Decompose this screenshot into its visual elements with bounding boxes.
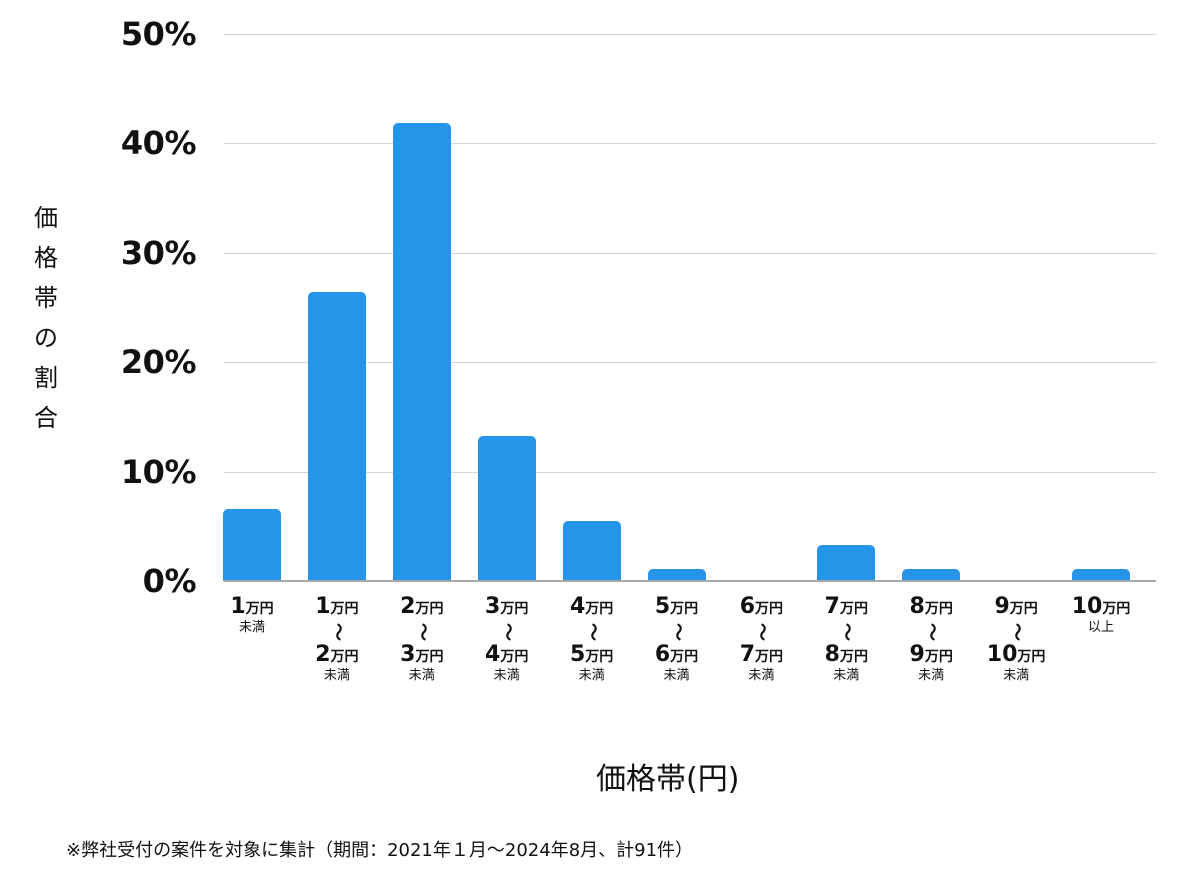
range-tilde: 〜: [1006, 623, 1028, 641]
y-title-char: 合: [34, 404, 58, 432]
bar: [307, 291, 366, 581]
bar: [477, 436, 536, 581]
range-tilde: 〜: [751, 623, 773, 641]
bar: [902, 568, 961, 581]
x-category-label: 6万円〜 7万円 未満: [739, 594, 784, 683]
bar: [1072, 568, 1130, 581]
range-tilde: 〜: [836, 623, 858, 641]
x-category-label: 5万円〜 6万円 未満: [654, 594, 699, 683]
gridline: [224, 362, 1156, 363]
x-category-label: 1万円 未満: [230, 594, 274, 635]
y-tick-label: 50%: [120, 14, 197, 53]
bar: [647, 568, 706, 581]
x-category-label: 9万円〜 10万円 未満: [986, 594, 1046, 683]
x-category-label: 2万円〜 3万円 未満: [400, 594, 444, 683]
range-tilde: 〜: [496, 623, 518, 641]
y-tick-label: 20%: [120, 343, 197, 381]
y-tick-label: 10%: [120, 452, 197, 491]
y-tick-label: 30%: [120, 233, 197, 272]
x-category-label: 10万円 以上: [1071, 594, 1131, 635]
x-category-label: 3万円〜 4万円 未満: [485, 594, 529, 683]
gridline: [224, 143, 1156, 144]
x-category-label: 8万円〜 9万円 未満: [909, 594, 953, 683]
y-title-char: 価: [34, 204, 58, 232]
bar: [223, 508, 281, 581]
y-axis-title: 価格帯の割合: [30, 198, 62, 438]
x-axis-line: [224, 580, 1156, 582]
x-category-label: 7万円〜 8万円 未満: [824, 594, 868, 683]
bar: [817, 544, 876, 581]
range-tilde: 〜: [921, 623, 943, 641]
gridline: [224, 34, 1156, 35]
y-tick-label: 40%: [120, 124, 197, 162]
range-tilde: 〜: [581, 623, 603, 641]
footnote: ※弊社受付の案件を対象に集計（期間：2021年１月〜2024年8月、計91件）: [66, 840, 694, 861]
gridline: [224, 472, 1156, 473]
gridline: [224, 253, 1156, 254]
y-title-char: 格: [34, 244, 58, 272]
y-title-char: 割: [34, 364, 58, 392]
y-title-char: の: [34, 324, 58, 352]
range-tilde: 〜: [411, 623, 433, 641]
range-tilde: 〜: [326, 623, 348, 641]
y-title-char: 帯: [34, 284, 58, 312]
range-tilde: 〜: [666, 623, 688, 641]
y-tick-label: 0%: [142, 562, 197, 600]
bar: [562, 520, 621, 581]
x-category-label: 4万円〜 5万円 未満: [569, 594, 614, 683]
x-category-label: 1万円〜 2万円 未満: [315, 594, 359, 683]
x-axis-title: 価格帯(円): [596, 762, 740, 797]
bar: [392, 123, 451, 581]
